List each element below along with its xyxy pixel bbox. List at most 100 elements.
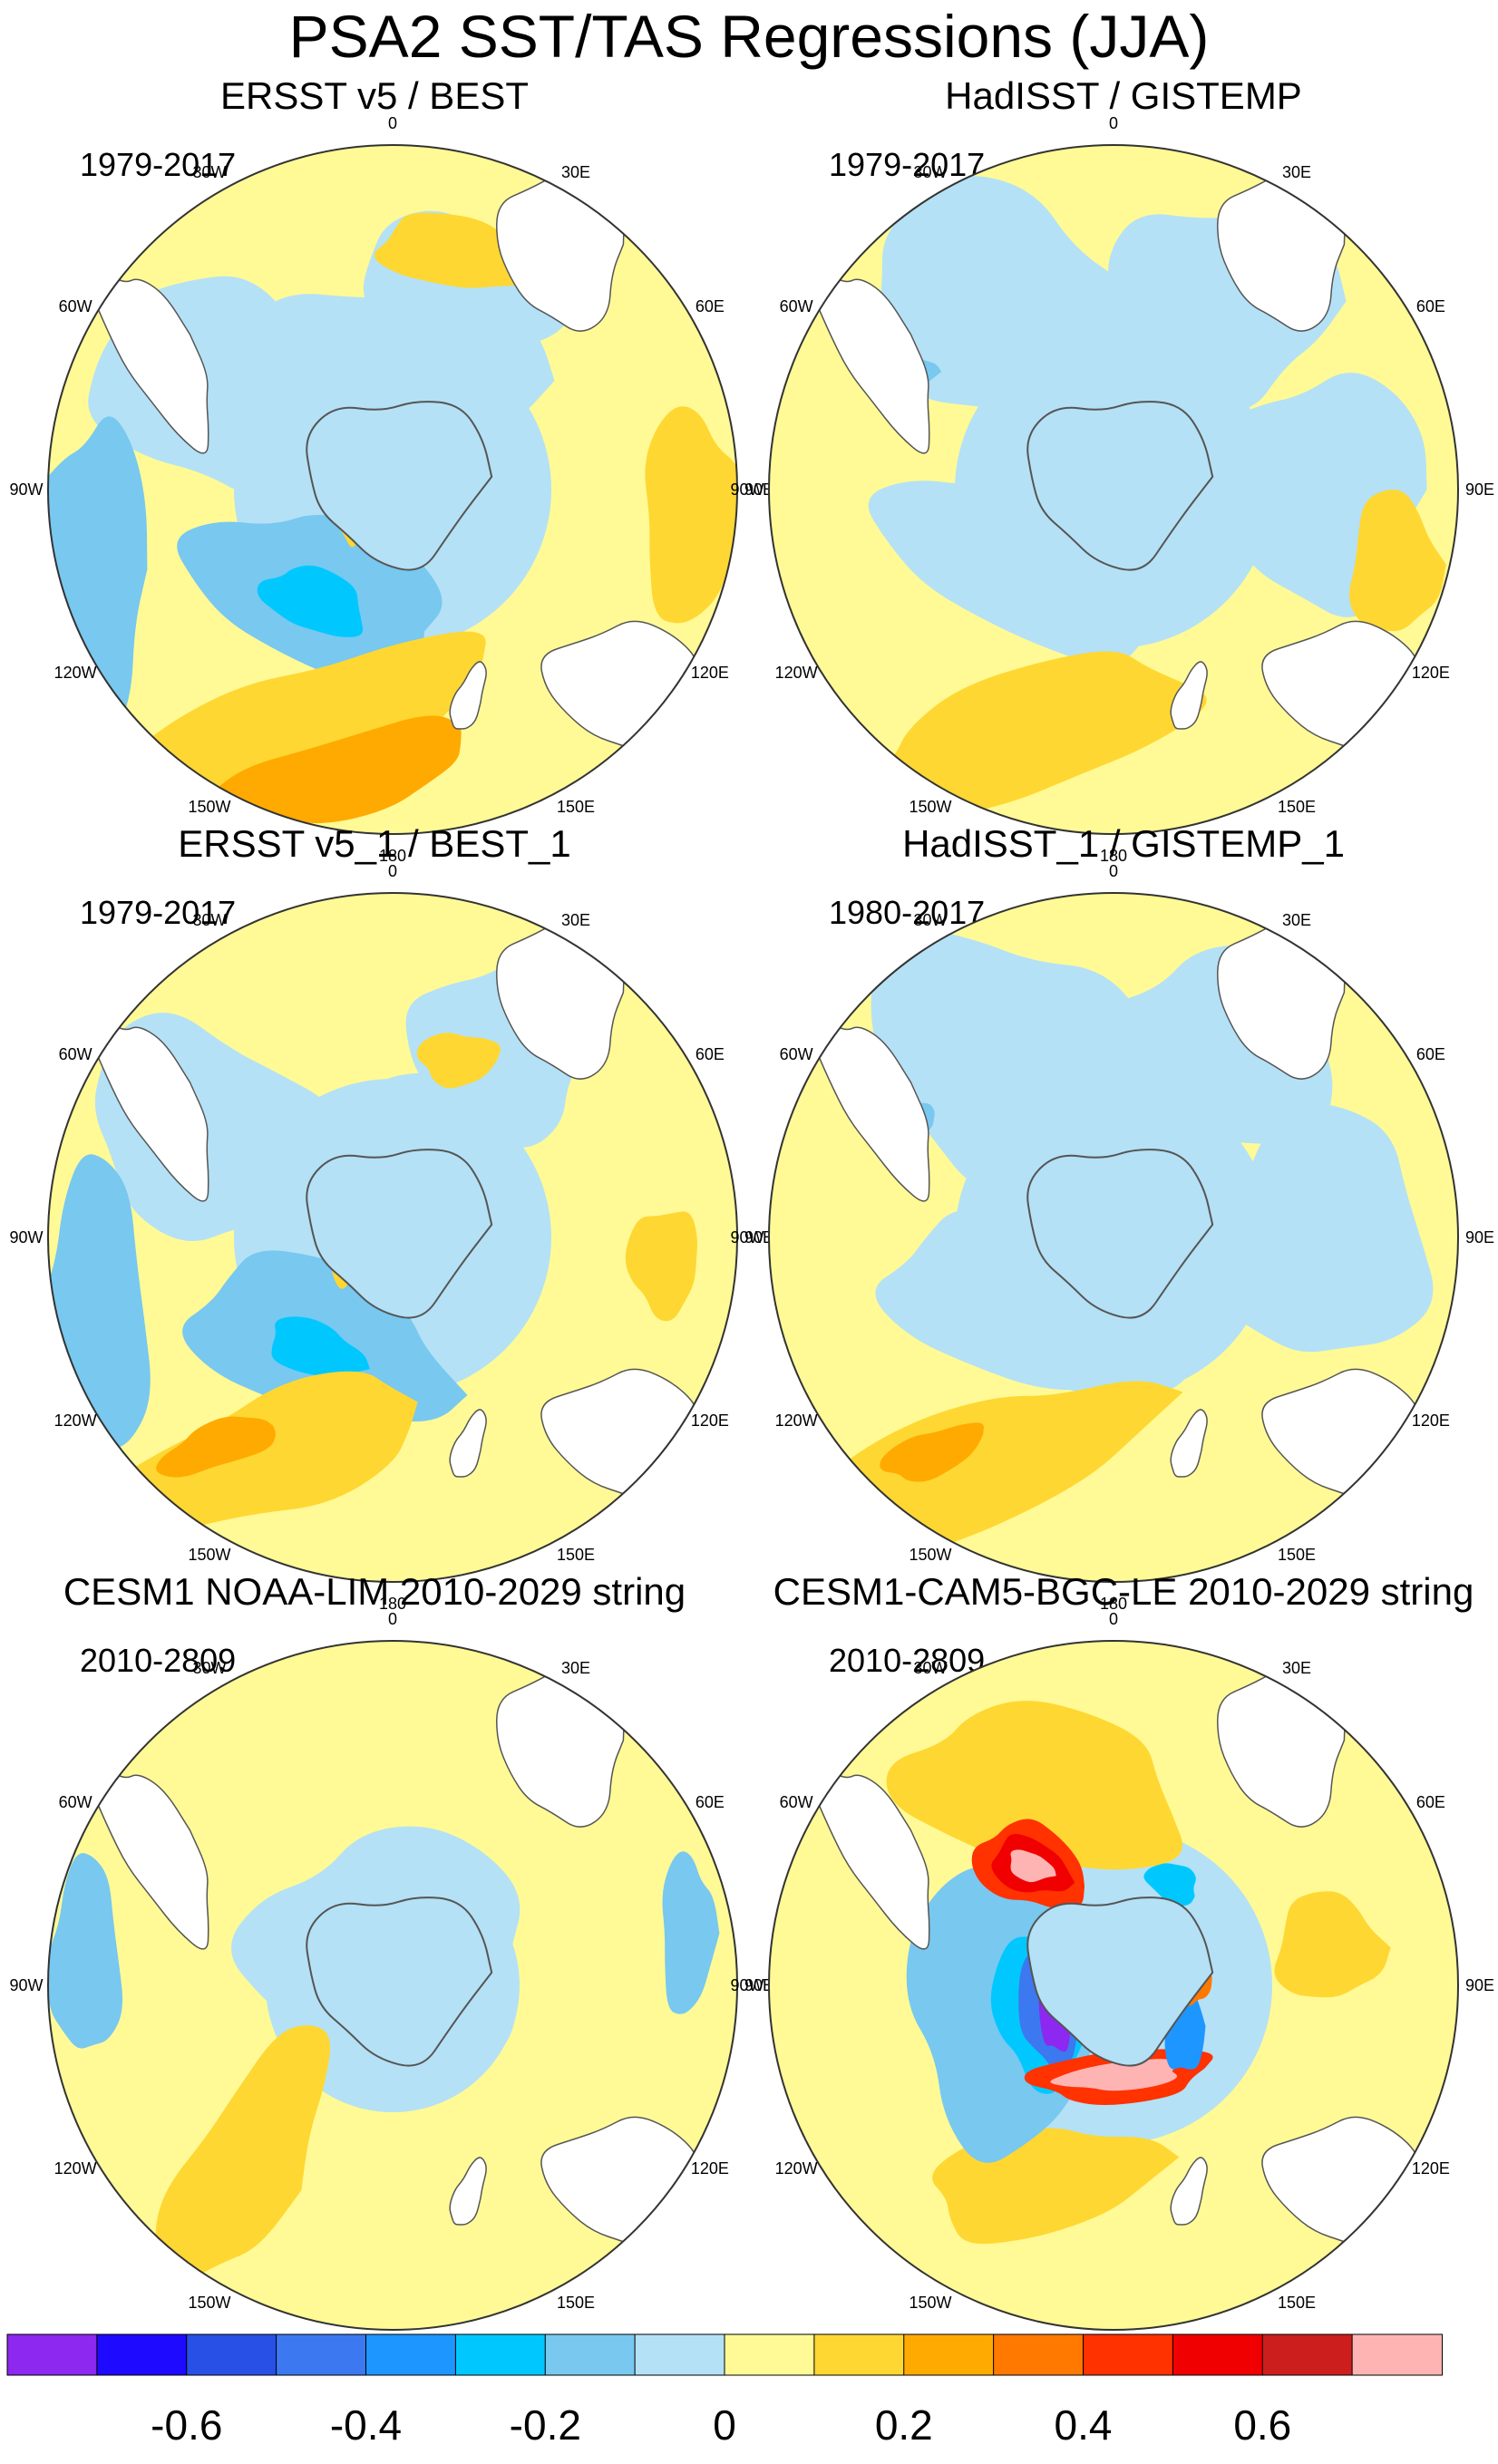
field-contour — [868, 475, 1168, 665]
longitude-label: 30E — [1281, 911, 1312, 930]
colorbar-swatch — [6, 2333, 98, 2376]
field-contour — [243, 294, 555, 492]
longitude-label: 30W — [913, 163, 948, 182]
field-contour — [875, 1208, 1198, 1395]
longitude-label: 60E — [1415, 1793, 1445, 1811]
land-mask — [496, 909, 625, 1080]
field-contour — [817, 1381, 1183, 1560]
panel-title: HadISST / GISTEMP — [945, 74, 1302, 117]
colorbar-tick-label: 0.2 — [874, 2401, 933, 2449]
longitude-label: 60W — [779, 1793, 813, 1811]
field-contour — [625, 1211, 697, 1322]
longitude-label: 150E — [556, 1545, 596, 1564]
field-contour — [844, 651, 1207, 827]
longitude-label: 90E — [1464, 480, 1495, 499]
longitude-label: 120W — [54, 2159, 97, 2178]
field-contour — [88, 276, 351, 498]
land-mask — [91, 1767, 209, 1950]
field-background — [48, 1641, 737, 2330]
field-contour — [288, 1072, 506, 1200]
longitude-label: 150W — [909, 2293, 952, 2312]
field-contour — [880, 1422, 984, 1482]
field-contour — [1024, 2049, 1213, 2105]
colorbar-swatch — [1083, 2333, 1174, 2376]
longitude-label: 60E — [695, 297, 725, 315]
field-contour — [1205, 1103, 1434, 1353]
field-contour — [177, 515, 443, 691]
field-contour — [257, 565, 364, 637]
longitude-label: 120E — [1411, 2159, 1450, 2178]
longitude-label: 150W — [909, 797, 952, 816]
longitude-label: 60E — [1415, 1045, 1445, 1063]
longitude-label: 30E — [560, 911, 591, 930]
longitude-label: 90W — [9, 1228, 44, 1247]
field-contour — [886, 1701, 1182, 1870]
colorbar-swatch — [634, 2333, 726, 2376]
land-mask — [496, 161, 625, 332]
longitude-label: 120W — [54, 664, 97, 682]
land-mask — [449, 1409, 487, 1478]
panel-period: 1980-2017 — [829, 894, 986, 931]
field-contour — [328, 432, 365, 548]
land-mask — [1170, 2157, 1208, 2226]
panel-title: ERSST v5 / BEST — [220, 74, 529, 117]
longitude-label: 60W — [58, 1045, 92, 1063]
longitude-label: 30W — [192, 1659, 227, 1678]
longitude-label: 150E — [1277, 2293, 1317, 2312]
field-contour — [1081, 945, 1334, 1144]
field-contour — [405, 959, 589, 1148]
land-mask — [91, 271, 209, 454]
longitude-label: 0 — [387, 1610, 398, 1628]
field-contour — [48, 416, 148, 737]
field-contour — [363, 210, 579, 383]
longitude-label: 150W — [909, 1545, 952, 1564]
field-contour — [1349, 490, 1446, 632]
field-contour — [155, 2025, 331, 2276]
antarctica-coastline — [306, 1149, 493, 1319]
colorbar-swatch — [993, 2333, 1085, 2376]
field-background — [48, 145, 737, 834]
longitude-label: 90W — [9, 480, 44, 499]
longitude-label: 120E — [690, 2159, 729, 2178]
longitude-label: 120E — [690, 1411, 729, 1430]
colorbar-swatch — [186, 2333, 277, 2376]
longitude-label: 90W — [730, 1976, 764, 1994]
longitude-label: 90E — [1464, 1228, 1495, 1247]
longitude-label: 180 — [378, 847, 407, 865]
longitude-label: 30E — [560, 163, 591, 182]
field-contour — [879, 176, 1163, 420]
longitude-label: 90W — [730, 1228, 764, 1247]
longitude-label: 150W — [188, 797, 231, 816]
field-contour — [231, 1826, 520, 2061]
field-contour — [271, 1316, 370, 1377]
colorbar-tick-label: -0.2 — [509, 2401, 581, 2449]
map-border — [47, 1640, 738, 2331]
longitude-label: 0 — [1108, 862, 1119, 880]
field-contour — [1207, 373, 1427, 617]
land-mask — [1217, 909, 1346, 1080]
land-mask — [1261, 1368, 1423, 1507]
land-mask — [812, 1019, 930, 1202]
colorbar-tick-label: -0.6 — [151, 2401, 223, 2449]
field-contour — [94, 1013, 345, 1241]
field-contour — [1038, 1932, 1072, 2052]
colorbar-swatch — [813, 2333, 905, 2376]
colorbar-swatch — [1261, 2333, 1354, 2376]
longitude-label: 120W — [774, 2159, 818, 2178]
land-mask — [1170, 1409, 1208, 1478]
colorbar-swatch — [454, 2333, 547, 2376]
land-mask — [1217, 1657, 1346, 1828]
longitude-label: 60W — [58, 1793, 92, 1811]
field-contour — [990, 1929, 1090, 2094]
longitude-label: 120W — [774, 1411, 818, 1430]
antarctica-coastline — [1026, 1897, 1214, 2067]
field-contour — [96, 1371, 418, 1538]
longitude-label: 150E — [556, 797, 596, 816]
field-contour — [1274, 1891, 1391, 1998]
field-contour — [932, 2128, 1180, 2245]
longitude-label: 60W — [779, 297, 813, 315]
field-ring — [234, 331, 551, 648]
field-contour — [1108, 214, 1347, 412]
colorbar-swatch — [903, 2333, 995, 2376]
colorbar-swatch — [276, 2333, 367, 2376]
